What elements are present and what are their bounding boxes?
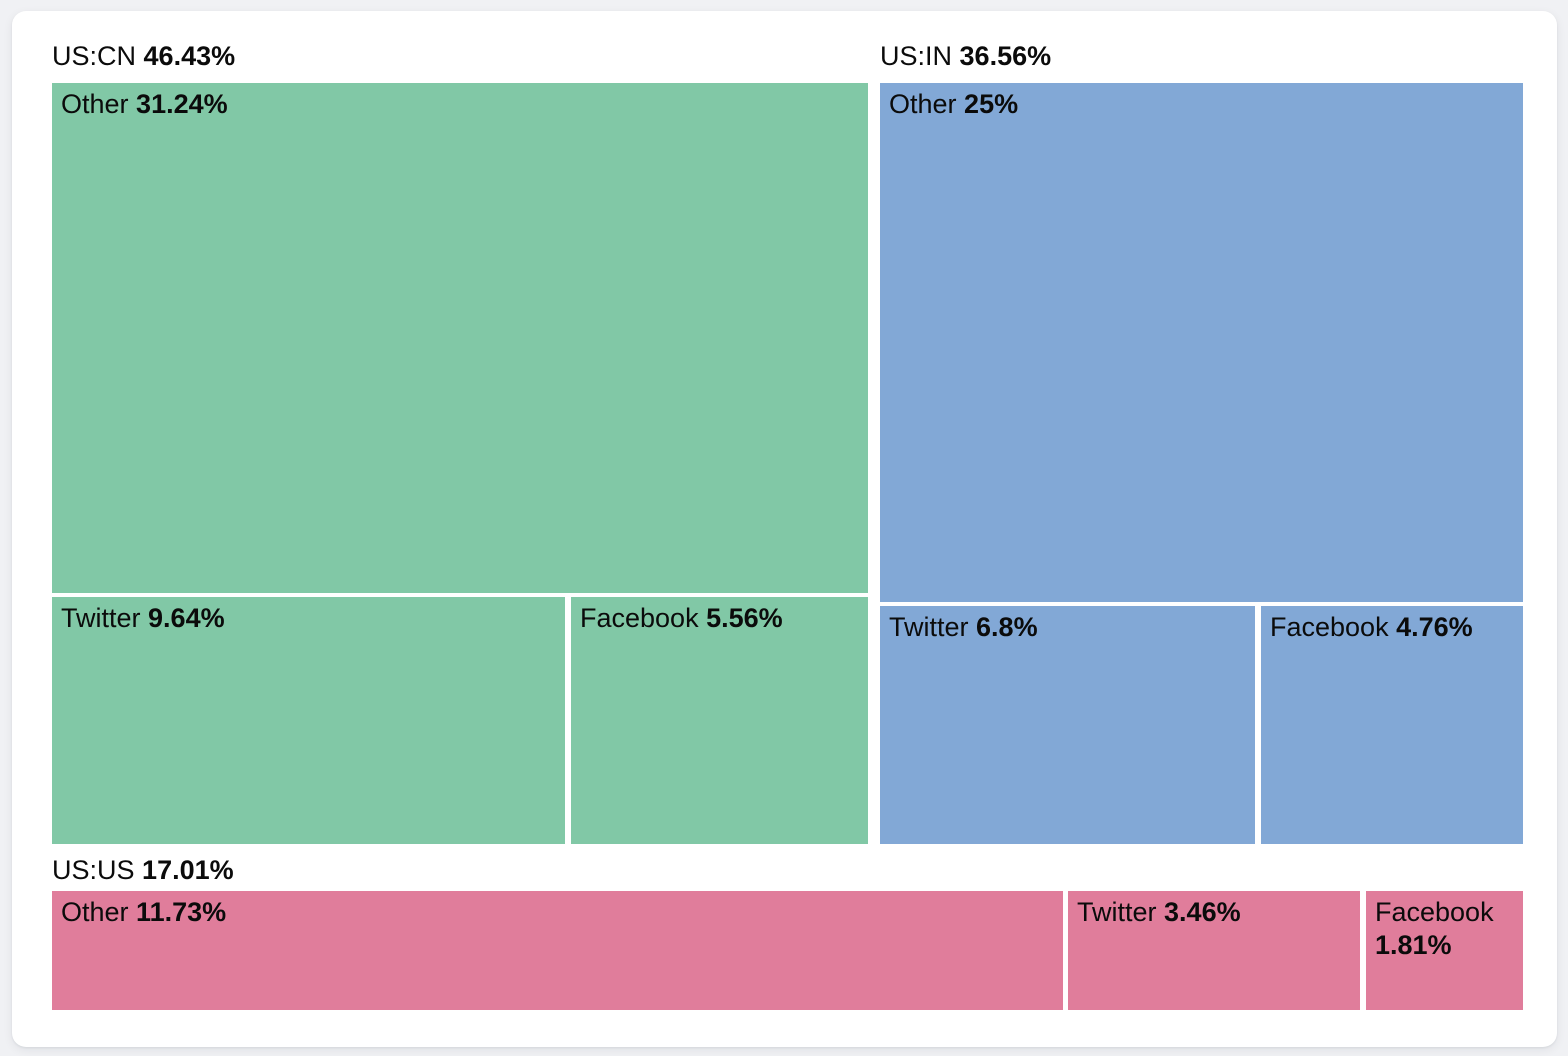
cell-label: Other 25% [880, 83, 1523, 126]
treemap-cell-us-us-facebook[interactable]: Facebook 1.81% [1366, 891, 1523, 1010]
treemap-cell-us-in-facebook[interactable]: Facebook 4.76% [1261, 606, 1523, 844]
treemap-cell-us-cn-twitter[interactable]: Twitter 9.64% [52, 597, 565, 844]
group-value: 17.01% [142, 855, 234, 885]
treemap-cell-us-in-twitter[interactable]: Twitter 6.8% [880, 606, 1255, 844]
cell-label: Facebook 5.56% [571, 597, 868, 640]
cell-name: Facebook [1270, 612, 1389, 642]
cell-name: Twitter [61, 603, 141, 633]
group-label: US:IN [880, 41, 953, 71]
cell-value: 6.8% [976, 612, 1038, 642]
cell-value: 3.46% [1164, 897, 1241, 927]
group-header-us-us: US:US 17.01% [52, 852, 234, 888]
cell-value: 4.76% [1396, 612, 1473, 642]
cell-value: 31.24% [136, 89, 228, 119]
cell-name: Twitter [889, 612, 969, 642]
cell-name: Twitter [1077, 897, 1157, 927]
cell-value: 1.81% [1375, 930, 1452, 960]
cell-label: Facebook 1.81% [1366, 891, 1523, 967]
group-header-us-cn: US:CN 46.43% [52, 38, 235, 74]
cell-label: Other 11.73% [52, 891, 1063, 934]
group-label: US:US [52, 855, 135, 885]
cell-value: 11.73% [136, 897, 227, 927]
treemap-card: US:CN 46.43% Other 31.24% Twitter 9.64% … [12, 11, 1557, 1047]
cell-value: 9.64% [148, 603, 225, 633]
treemap-cell-us-cn-facebook[interactable]: Facebook 5.56% [571, 597, 868, 844]
cell-label: Twitter 9.64% [52, 597, 565, 640]
cell-label: Facebook 4.76% [1261, 606, 1523, 649]
treemap-cell-us-in-other[interactable]: Other 25% [880, 83, 1523, 602]
treemap-cell-us-us-twitter[interactable]: Twitter 3.46% [1068, 891, 1360, 1010]
cell-name: Other [61, 897, 129, 927]
cell-label: Other 31.24% [52, 83, 868, 126]
group-label: US:CN [52, 41, 137, 71]
cell-name: Facebook [580, 603, 699, 633]
treemap-cell-us-cn-other[interactable]: Other 31.24% [52, 83, 868, 593]
treemap-chart: US:CN 46.43% Other 31.24% Twitter 9.64% … [52, 36, 1523, 1010]
cell-label: Twitter 6.8% [880, 606, 1255, 649]
cell-name: Other [61, 89, 129, 119]
cell-name: Facebook [1375, 897, 1494, 927]
cell-value: 25% [964, 89, 1019, 119]
group-value: 36.56% [959, 41, 1052, 71]
group-value: 46.43% [143, 41, 236, 71]
cell-value: 5.56% [706, 603, 783, 633]
treemap-cell-us-us-other[interactable]: Other 11.73% [52, 891, 1063, 1010]
cell-name: Other [889, 89, 957, 119]
group-header-us-in: US:IN 36.56% [880, 38, 1051, 74]
cell-label: Twitter 3.46% [1068, 891, 1360, 934]
